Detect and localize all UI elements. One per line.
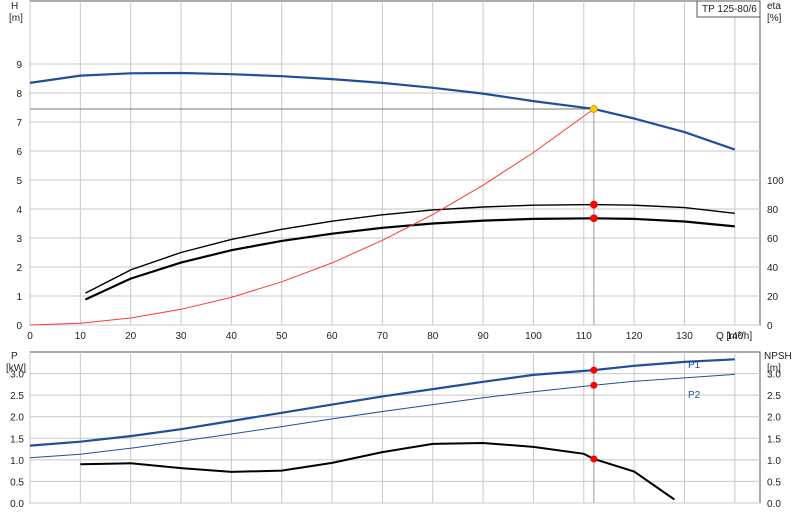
head-y-tick-label: 0 [16, 321, 22, 332]
head-x-tick-label: 70 [377, 331, 389, 342]
npsh-axis-unit: [m] [767, 363, 781, 374]
head-x-tick-label: 110 [576, 331, 592, 342]
head-y-tick-label: 3 [16, 234, 22, 245]
curve-P2 [29, 373, 735, 459]
duty-marker [589, 105, 598, 113]
curve-eta-upper [85, 203, 735, 294]
npsh-tick-label: 0.0 [767, 499, 781, 510]
head-x-ticks: 0 10 20 30 40 50 60 70 80 90 100 110 120 130 140 [27, 331, 743, 342]
eta-tick-label: 0 [767, 321, 773, 332]
eta-axis-label: eta [767, 1, 781, 12]
head-x-tick-label: 90 [478, 331, 490, 342]
eta-tick-label: 60 [767, 234, 779, 245]
power-axis-label: P [11, 351, 18, 362]
power-right-ticks: 0.0 0.5 1.0 1.5 2.0 2.5 3.0 [767, 370, 781, 510]
head-axis-unit: [m] [9, 13, 23, 24]
head-y-tick-label: 6 [16, 147, 22, 158]
head-y-tick-label: 4 [16, 205, 22, 216]
eta-axis-unit: [%] [767, 13, 782, 24]
duty-marker-lower [590, 366, 598, 374]
head-y-tick-label: 5 [16, 176, 22, 187]
duty-marker [589, 214, 598, 223]
power-y-tick-label: 1.0 [10, 456, 24, 467]
npsh-tick-label: 1.0 [767, 456, 781, 467]
eta-tick-label: 80 [767, 205, 779, 216]
power-plot-frame [29, 351, 761, 504]
power-grid [29, 352, 760, 504]
curve-NPSH [80, 441, 675, 501]
npsh-tick-label: 1.5 [767, 434, 781, 445]
power-markers [590, 366, 598, 463]
head-y-tick-label: 7 [16, 118, 22, 129]
model-label: TP 125-80/6 [702, 4, 757, 15]
flow-axis-label: Q [m³/h] [716, 331, 752, 342]
head-grid [29, 1, 760, 326]
power-y-tick-label: 0.5 [10, 477, 24, 488]
head-axis-label: H [11, 1, 18, 12]
head-y-ticks: 0 1 2 3 4 5 6 7 8 9 [16, 60, 22, 332]
curve-H [29, 71, 736, 151]
head-x-tick-label: 80 [427, 331, 439, 342]
p1-series-label: P1 [688, 360, 701, 371]
power-y-tick-label: 3.0 [10, 370, 24, 381]
power-y-tick-label: 2.0 [10, 413, 24, 424]
head-x-tick-label: 60 [327, 331, 339, 342]
duty-marker-lower [590, 381, 598, 389]
head-y-tick-label: 8 [16, 89, 22, 100]
head-x-tick-label: 30 [175, 331, 187, 342]
npsh-tick-label: 3.0 [767, 370, 781, 381]
head-x-tick-label: 0 [27, 331, 33, 342]
eta-tick-label: 100 [767, 176, 784, 187]
p2-series-label: P2 [688, 390, 701, 401]
npsh-tick-label: 2.0 [767, 413, 781, 424]
power-y-ticks: 0.0 0.5 1.0 1.5 2.0 2.5 3.0 [10, 370, 24, 510]
head-x-tick-label: 20 [125, 331, 137, 342]
head-y-tick-label: 9 [16, 60, 22, 71]
head-y-tick-label: 1 [16, 292, 22, 303]
head-x-tick-label: 50 [276, 331, 288, 342]
npsh-tick-label: 2.5 [767, 391, 781, 402]
head-x-tick-label: 130 [676, 331, 693, 342]
duty-marker-lower [590, 455, 598, 463]
eta-tick-label: 40 [767, 263, 779, 274]
eta-tick-label: 20 [767, 292, 779, 303]
curve-P1 [29, 358, 735, 447]
power-axis-unit: [kW] [6, 363, 26, 374]
head-y-tick-label: 2 [16, 263, 22, 274]
head-markers [589, 105, 598, 223]
head-right-ticks: 0 20 40 60 80 100 [767, 176, 784, 332]
power-y-tick-label: 2.5 [10, 391, 24, 402]
model-label-box [696, 0, 761, 18]
head-x-tick-label: 10 [75, 331, 87, 342]
head-x-tick-label: 140 [726, 331, 743, 342]
npsh-tick-label: 0.5 [767, 477, 781, 488]
head-series [29, 71, 736, 326]
power-y-tick-label: 1.5 [10, 434, 24, 445]
duty-marker [589, 200, 598, 209]
head-x-tick-label: 100 [525, 331, 542, 342]
npsh-axis-label: NPSH [764, 351, 792, 362]
curve-system [29, 108, 595, 326]
power-y-tick-label: 0.0 [10, 499, 24, 510]
curve-eta-lower [84, 217, 735, 301]
head-x-tick-label: 120 [626, 331, 643, 342]
head-x-tick-label: 40 [226, 331, 238, 342]
